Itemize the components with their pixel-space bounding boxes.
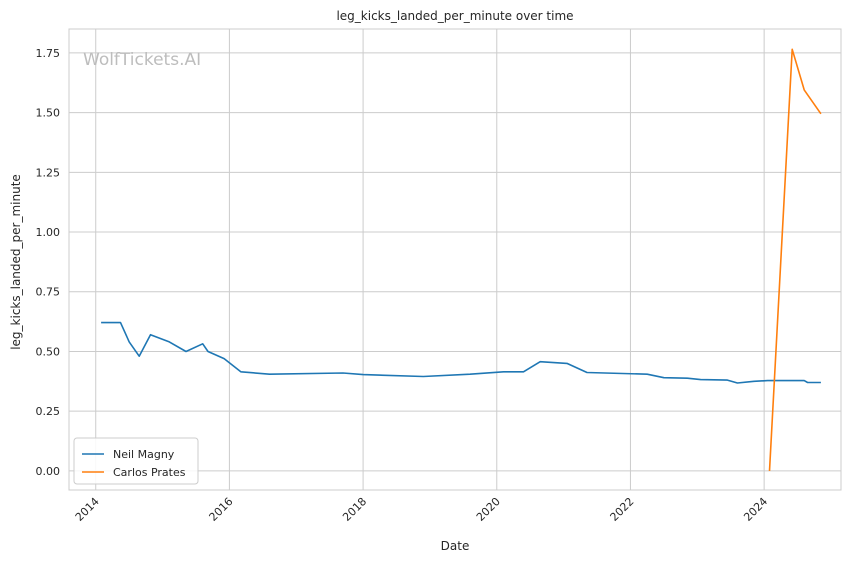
y-tick-labels: 0.00 0.25 0.50 0.75 1.00 1.25 1.50 1.75 [36,47,61,478]
y-axis-title: leg_kicks_landed_per_minute [9,174,23,350]
y-tick-label: 0.25 [36,405,61,418]
chart-title: leg_kicks_landed_per_minute over time [336,9,573,23]
legend: Neil Magny Carlos Prates [73,437,199,485]
y-tick-label: 0.50 [36,345,61,358]
y-tick-label: 1.50 [36,107,61,120]
y-tick-label: 1.00 [36,226,61,239]
legend-label-neil-magny: Neil Magny [113,448,175,461]
y-tick-label: 1.25 [36,166,61,179]
x-axis-title: Date [441,539,470,553]
grid-lines [69,29,841,490]
y-tick-label: 1.75 [36,47,61,60]
watermark-text: WolfTickets.AI [83,50,201,70]
series-line-neil-magny [101,321,821,384]
y-tick-label: 0.75 [36,286,61,299]
legend-box [73,437,199,485]
y-tick-label: 0.00 [36,465,61,478]
series-line-carlos-prates [768,48,822,471]
series-lines [101,48,822,471]
legend-label-carlos-prates: Carlos Prates [113,466,186,479]
plot-area-frame [68,28,842,491]
